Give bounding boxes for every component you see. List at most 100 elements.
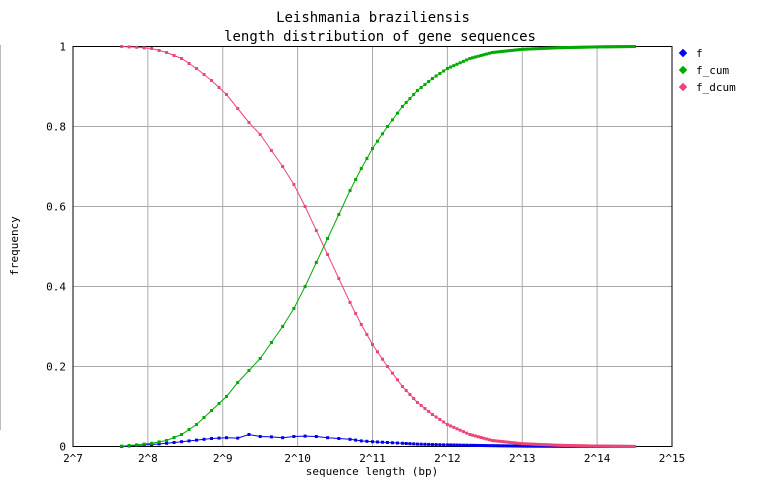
data-point	[586, 444, 590, 448]
data-point	[375, 350, 379, 354]
data-point	[597, 45, 601, 49]
data-point	[415, 442, 419, 446]
data-point	[359, 323, 363, 326]
data-point	[468, 443, 472, 447]
data-point	[485, 437, 489, 441]
data-point	[127, 444, 131, 447]
data-point	[535, 444, 539, 448]
data-point	[522, 442, 526, 446]
data-point	[607, 444, 611, 448]
data-point	[150, 441, 154, 445]
data-point	[258, 357, 262, 360]
data-point	[537, 47, 541, 51]
data-point	[281, 325, 285, 328]
data-point	[217, 436, 221, 440]
data-point	[495, 439, 499, 443]
data-point	[326, 237, 330, 240]
data-point	[561, 46, 565, 50]
x-tick-label: 2^10	[284, 452, 311, 465]
data-point	[591, 444, 595, 448]
data-point	[539, 444, 543, 448]
data-point	[503, 440, 507, 444]
data-point	[485, 444, 489, 448]
data-point	[545, 443, 549, 447]
x-tick-label: 2^9	[213, 452, 233, 465]
data-point	[165, 441, 169, 445]
data-point	[172, 441, 176, 444]
data-point	[438, 72, 442, 75]
y-tick-label: 0	[59, 441, 66, 454]
data-point	[348, 189, 352, 192]
data-point	[561, 443, 565, 447]
data-point	[442, 443, 446, 447]
data-point	[202, 73, 206, 76]
y-axis-ticks: 0 0.2 0.4 0.6 0.8 1	[46, 41, 66, 454]
data-point	[524, 444, 528, 448]
data-point	[438, 418, 442, 421]
data-point	[430, 443, 434, 446]
data-point	[247, 121, 251, 124]
data-point	[292, 183, 296, 186]
data-point	[455, 443, 459, 447]
data-point	[580, 444, 584, 448]
series-f-dcum	[120, 45, 637, 448]
data-point	[626, 45, 630, 49]
data-point	[427, 410, 431, 413]
data-point	[390, 118, 394, 122]
data-point	[165, 51, 169, 54]
data-point	[537, 442, 541, 446]
data-point	[247, 433, 251, 436]
data-point	[524, 47, 528, 51]
data-point	[505, 444, 509, 448]
data-point	[120, 444, 124, 448]
data-point	[476, 435, 480, 439]
data-point	[529, 47, 533, 51]
data-point	[217, 402, 221, 405]
data-point	[554, 443, 558, 447]
data-point	[611, 444, 615, 448]
data-point	[303, 434, 307, 438]
data-point	[591, 45, 595, 49]
data-point	[348, 301, 352, 304]
data-point	[520, 444, 524, 448]
data-point	[120, 45, 124, 48]
data-point	[518, 48, 522, 52]
data-point	[348, 437, 352, 441]
data-point	[471, 443, 475, 447]
data-point	[187, 439, 191, 443]
data-point	[408, 393, 412, 396]
data-point	[195, 438, 199, 442]
data-point	[468, 57, 472, 60]
data-point	[518, 441, 522, 445]
data-point	[533, 444, 537, 448]
data-point	[508, 444, 512, 448]
data-point	[495, 444, 499, 448]
data-point	[202, 416, 206, 419]
data-point	[567, 444, 571, 447]
data-point	[586, 45, 590, 49]
y-tick-label: 0.8	[46, 121, 66, 134]
data-point	[593, 45, 597, 49]
data-point	[513, 441, 517, 445]
data-point	[150, 47, 154, 50]
data-point	[157, 49, 161, 52]
data-point	[513, 48, 517, 52]
data-point	[533, 442, 537, 446]
data-point	[495, 50, 499, 54]
data-point	[537, 444, 541, 448]
data-point	[588, 444, 592, 448]
data-point	[371, 343, 374, 346]
data-point	[375, 139, 379, 143]
data-point	[419, 404, 423, 407]
data-point	[157, 442, 161, 446]
data-point	[236, 381, 240, 384]
data-point	[535, 442, 539, 446]
data-point	[427, 80, 431, 83]
data-point	[503, 444, 507, 448]
data-point	[423, 83, 427, 86]
data-point	[487, 51, 491, 55]
data-point	[380, 132, 384, 136]
x-tick-label: 2^13	[509, 452, 536, 465]
data-point	[172, 54, 176, 57]
data-point	[217, 86, 221, 89]
